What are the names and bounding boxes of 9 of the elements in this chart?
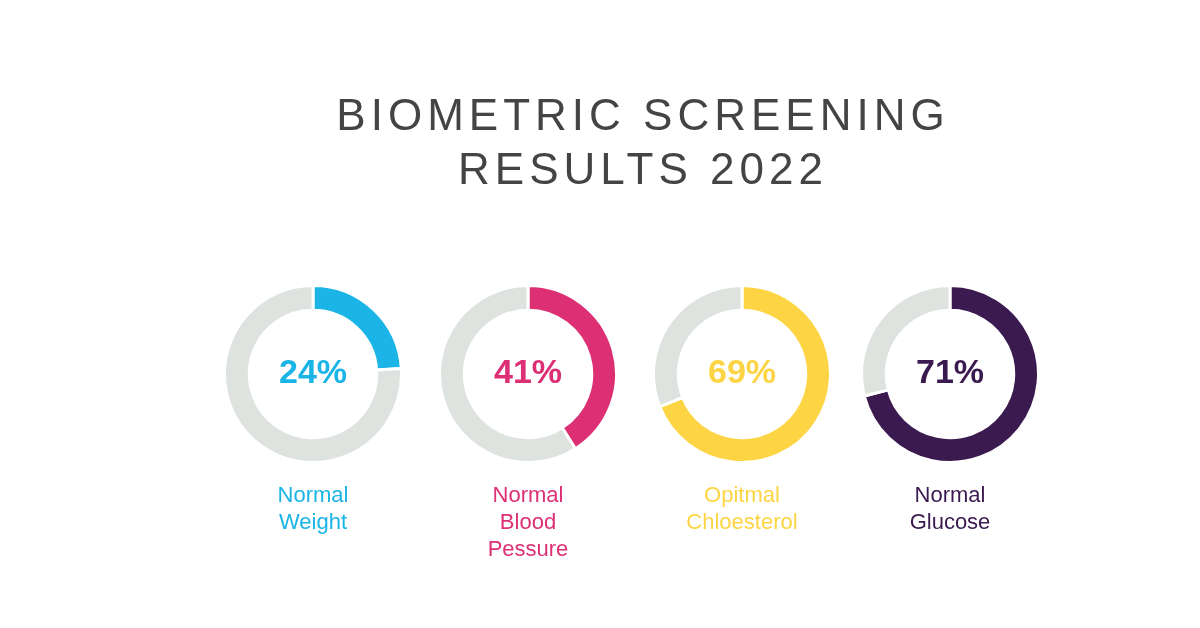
data-label: 41%	[493, 352, 563, 391]
text: Normal Weight	[276, 481, 350, 535]
data-label: 71%	[915, 352, 985, 391]
text: Normal Glucose	[908, 481, 992, 535]
data-label: 69%	[707, 352, 777, 391]
text: BIOMETRIC SCREENING RESULTS 2022	[335, 89, 951, 195]
data-label: 24%	[278, 352, 348, 391]
text: Normal Blood Pessure	[486, 481, 570, 562]
text: Opitmal Chloesterol	[685, 481, 799, 535]
